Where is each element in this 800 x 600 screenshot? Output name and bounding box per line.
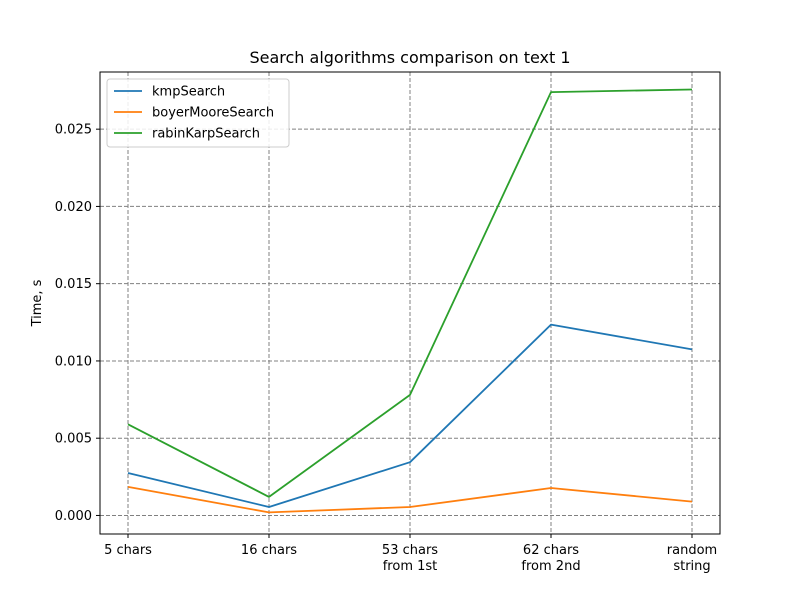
chart-title: Search algorithms comparison on text 1 (249, 48, 570, 67)
grid (100, 72, 720, 534)
x-tick-label: 62 chars from 2nd (521, 543, 580, 574)
axis-ticks: 5 chars 16 chars 53 chars from 1st 62 chars f… (55, 123, 717, 574)
legend: kmpSearch boyerMooreSearch rabinKarpSearch (106, 78, 290, 148)
series-line-kmpSearch (127, 323, 693, 508)
legend-label: kmpSearch (152, 85, 225, 100)
y-tick-label: 0.005 (55, 432, 92, 447)
x-tick-label: 5 chars (104, 543, 152, 558)
y-tick-label: 0.025 (55, 123, 92, 138)
y-tick-label: 0.010 (55, 354, 92, 369)
series-line-rabinKarpSearch (127, 88, 693, 498)
series-lines (127, 88, 693, 514)
x-tick-label: 53 chars from 1st (382, 543, 438, 574)
x-tick-label: random string (667, 543, 717, 574)
y-axis-label: Time, s (30, 279, 45, 327)
y-tick-label: 0.020 (55, 200, 92, 215)
y-tick-label: 0.015 (55, 277, 92, 292)
y-tick-label: 0.000 (55, 509, 92, 524)
x-tick-label: 16 chars (241, 543, 297, 558)
legend-label: boyerMooreSearch (152, 106, 274, 121)
legend-box (106, 78, 290, 148)
legend-label: rabinKarpSearch (152, 127, 260, 142)
series-line-boyerMooreSearch (127, 486, 693, 514)
